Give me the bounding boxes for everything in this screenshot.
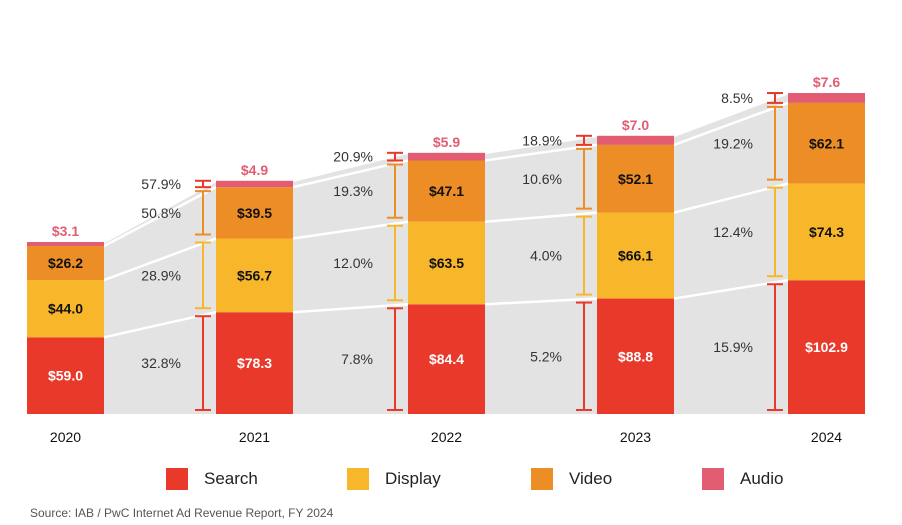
bar-value-label: $39.5 [237,205,272,221]
x-tick-label: 2024 [811,429,842,445]
connector-line [484,143,598,162]
bar-segment-video-2024[interactable] [788,102,865,184]
bar-segment-search-2020[interactable] [27,337,104,414]
connector-bands [103,91,789,415]
legend-label-search: Search [204,469,258,488]
connector-line [484,211,598,223]
bar-segment-video-2021[interactable] [216,187,293,239]
bar-segment-display-2022[interactable] [408,221,485,305]
bar-segment-display-2024[interactable] [788,183,865,281]
bar-segment-video-2022[interactable] [408,160,485,222]
connector-line [292,151,409,182]
growth-label-audio: 18.9% [522,132,562,148]
bar-value-label: $59.0 [48,368,83,384]
connector-line [292,220,409,240]
stacked-bar-chart: $59.0 $44.0 $26.2 $3.1 2020 $78.3 $56.7 $39.5 $4… [27,74,865,445]
bar-segment-search-2022[interactable] [408,304,485,414]
bar-segment-display-2020[interactable] [27,280,104,338]
audio-value-label: $7.0 [622,117,649,133]
legend-swatch-video [531,468,553,490]
connector-line [484,297,598,306]
growth-label-search: 15.9% [713,339,753,355]
chart-legend: Search Display Video Audio [0,465,902,495]
audio-value-label: $5.9 [433,134,460,150]
bar-segment-audio-2022[interactable] [408,152,485,161]
growth-label-display: 4.0% [530,248,562,264]
audio-value-label: $7.6 [813,74,840,90]
audio-value-label: $4.9 [241,162,268,178]
bar-value-label: $66.1 [618,248,653,264]
connector-line [673,101,789,147]
bar-segment-audio-2024[interactable] [788,93,865,103]
bar-value-label: $44.0 [48,301,83,317]
connector-band [293,152,408,414]
bar-value-label: $47.1 [429,183,464,199]
growth-label-audio: 20.9% [333,149,373,165]
connector-line [484,134,598,155]
x-tick-label: 2023 [620,429,651,445]
bar-segment-audio-2020[interactable] [27,242,104,247]
bar-value-label: $74.3 [809,224,844,240]
bar-segment-display-2023[interactable] [597,212,674,299]
bar-segment-audio-2021[interactable] [216,180,293,188]
legend-item-audio[interactable]: Audio [702,465,783,493]
legend-item-search[interactable]: Search [166,465,258,493]
bars: $59.0 $44.0 $26.2 $3.1 2020 $78.3 $56.7 $39.5 $4… [27,74,865,445]
growth-label-display: 12.0% [333,255,373,271]
bar-value-label: $62.1 [809,135,844,151]
legend-label-audio: Audio [740,469,784,488]
growth-label-search: 5.2% [530,348,562,364]
connector-line [103,186,217,248]
x-tick-label: 2022 [431,429,462,445]
bar-value-label: $56.7 [237,267,272,283]
growth-label-video: 19.3% [333,183,373,199]
legend-label-video: Video [569,469,613,488]
growth-label-display: 12.4% [713,224,753,240]
bar-segment-video-2023[interactable] [597,144,674,213]
bar-value-label: $52.1 [618,171,653,187]
connector-band [104,180,216,414]
growth-label-search: 7.8% [341,351,373,367]
connector-line [103,237,217,282]
bar-segment-display-2021[interactable] [216,238,293,313]
connector-band [674,93,788,414]
connector-line [673,91,789,137]
x-tick-label: 2021 [239,429,270,445]
bar-value-label: $63.5 [429,255,464,271]
bar-segment-search-2021[interactable] [216,312,293,414]
legend-swatch-display [347,468,369,490]
connector-line [292,303,409,314]
growth-label-video: 10.6% [522,171,562,187]
audio-value-label: $3.1 [52,223,79,239]
connector-band [485,135,597,415]
growth-label-video: 19.2% [713,135,753,151]
growth-label-audio: 57.9% [141,176,181,192]
legend-item-video[interactable]: Video [531,465,612,493]
bar-segment-video-2020[interactable] [27,246,104,281]
legend-item-display[interactable]: Display [347,465,441,493]
x-tick-label: 2020 [50,429,81,445]
growth-label-video: 50.8% [141,205,181,221]
bar-value-label: $26.2 [48,255,83,271]
bar-segment-audio-2023[interactable] [597,135,674,145]
bar-value-label: $102.9 [805,339,848,355]
legend-swatch-search [166,468,188,490]
bar-value-label: $84.4 [429,351,464,367]
growth-label-display: 28.9% [141,267,181,283]
legend-swatch-audio [702,468,724,490]
bar-value-label: $88.8 [618,348,653,364]
growth-label-audio: 8.5% [721,90,753,106]
source-note: Source: IAB / PwC Internet Ad Revenue Re… [30,506,334,520]
legend-label-display: Display [385,469,441,488]
bar-segment-search-2023[interactable] [597,298,674,414]
growth-annotations: 32.8% 28.9% 50.8% 57.9% 7.8% 12.0% 19.3% 20.9% 5… [141,90,783,411]
growth-label-search: 32.8% [141,355,181,371]
bar-value-label: $78.3 [237,355,272,371]
bar-segment-search-2024[interactable] [788,280,865,414]
